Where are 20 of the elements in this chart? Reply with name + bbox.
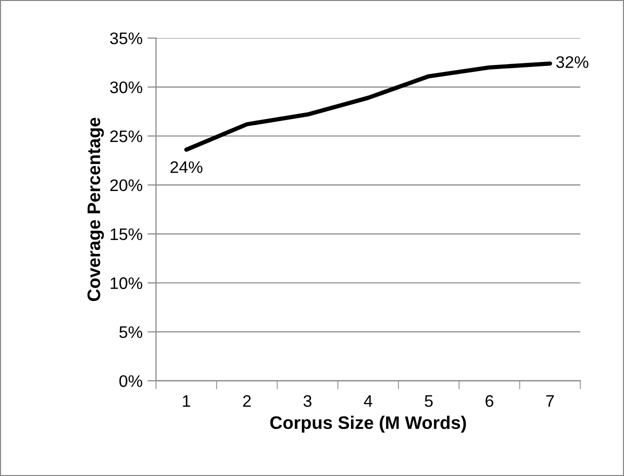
- y-tick-label: 10%: [110, 277, 142, 290]
- y-tick-label: 35%: [110, 32, 142, 44]
- x-tick-label: 6: [486, 395, 494, 407]
- x-tick-label: 2: [243, 395, 251, 407]
- x-tick-label: 3: [304, 395, 312, 407]
- line-series: [184, 61, 552, 152]
- y-tick-label: 5%: [119, 326, 142, 338]
- data-label: 24%: [170, 161, 202, 173]
- y-axis-title: Coverage Percentage: [87, 118, 104, 302]
- y-tick-label: 15%: [110, 228, 142, 240]
- x-tick-label: 5: [424, 395, 433, 407]
- x-tick-label: 4: [364, 395, 372, 407]
- x-axis-title: Corpus Size (M Words): [270, 416, 466, 433]
- x-tick-label: 7: [546, 395, 554, 407]
- y-tick-label: 0%: [119, 375, 142, 388]
- y-tick-label: 20%: [110, 179, 142, 192]
- y-tick-label: 25%: [110, 130, 142, 142]
- y-tick-label: 30%: [110, 81, 142, 94]
- x-tick-label: 1: [182, 395, 190, 407]
- data-label: 32%: [556, 56, 588, 68]
